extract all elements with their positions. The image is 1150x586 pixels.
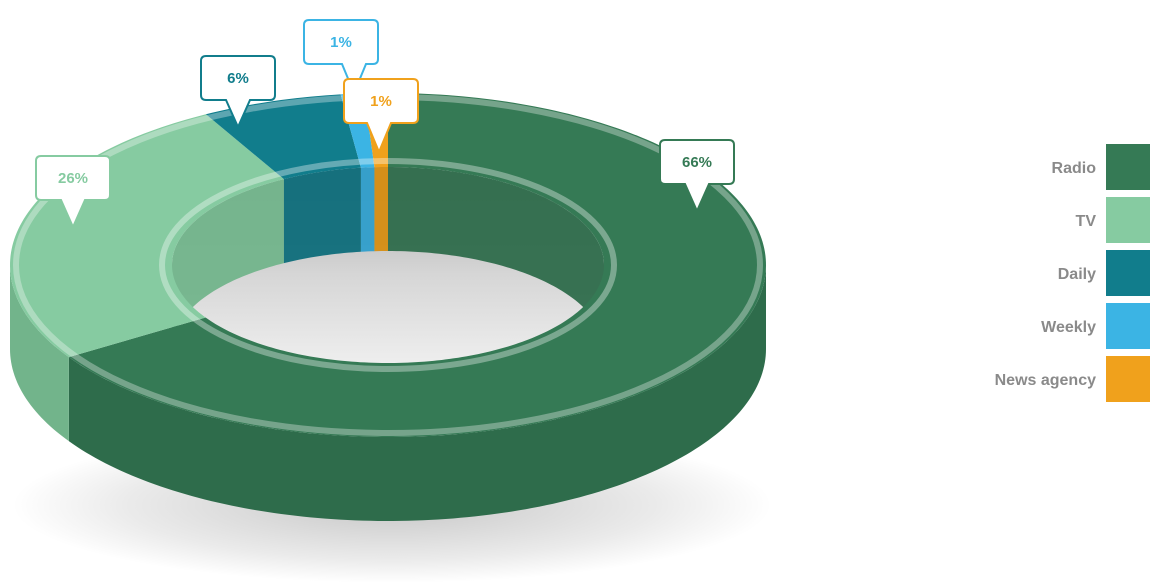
legend-label: Weekly xyxy=(1041,319,1096,336)
legend-swatch xyxy=(1106,197,1150,243)
legend-item-weekly: Weekly xyxy=(1041,303,1150,349)
inner-wall-news-agency xyxy=(374,167,388,252)
data-label-news-agency: 1% xyxy=(370,93,392,110)
callout-box xyxy=(35,155,111,230)
legend-item-tv: TV xyxy=(1076,197,1150,243)
slice-daily xyxy=(205,94,361,180)
callout-tv: 26% xyxy=(35,155,111,230)
data-labels: 66% 26% 6% 1% 1% xyxy=(35,19,735,230)
inner-wall-tv xyxy=(172,179,284,349)
callout-box xyxy=(659,139,735,214)
data-label-weekly: 1% xyxy=(330,34,352,51)
inner-rim xyxy=(159,158,617,372)
legend-label: TV xyxy=(1076,213,1097,230)
callout-daily: 6% xyxy=(200,55,276,130)
data-label-tv: 26% xyxy=(58,170,88,187)
slice-radio xyxy=(68,93,767,437)
legend-item-news-agency: News agency xyxy=(995,356,1150,402)
callout-box xyxy=(343,78,419,155)
legend-item-radio: Radio xyxy=(1052,144,1150,190)
legend-swatch xyxy=(1106,356,1150,402)
donut-sides xyxy=(10,265,767,521)
legend-swatch xyxy=(1106,250,1150,296)
legend-swatch xyxy=(1106,144,1150,190)
legend-label: Radio xyxy=(1052,160,1097,177)
donut-hole xyxy=(172,167,604,363)
callout-news-agency: 1% xyxy=(343,78,419,155)
side-tv xyxy=(10,265,69,442)
callout-radio: 66% xyxy=(659,139,735,214)
inner-wall-radio xyxy=(388,167,604,349)
data-label-radio: 66% xyxy=(682,154,712,171)
inner-wall-weekly xyxy=(360,167,375,252)
legend-label: News agency xyxy=(995,372,1096,389)
side-radio xyxy=(68,265,767,521)
legend-swatch xyxy=(1106,303,1150,349)
data-label-daily: 6% xyxy=(227,70,249,87)
legend-item-daily: Daily xyxy=(1058,250,1150,296)
legend-label: Daily xyxy=(1058,266,1096,283)
legend: Radio TV Daily Weekly News agency xyxy=(995,144,1150,402)
callout-box xyxy=(200,55,276,130)
inner-wall-daily xyxy=(283,167,361,264)
